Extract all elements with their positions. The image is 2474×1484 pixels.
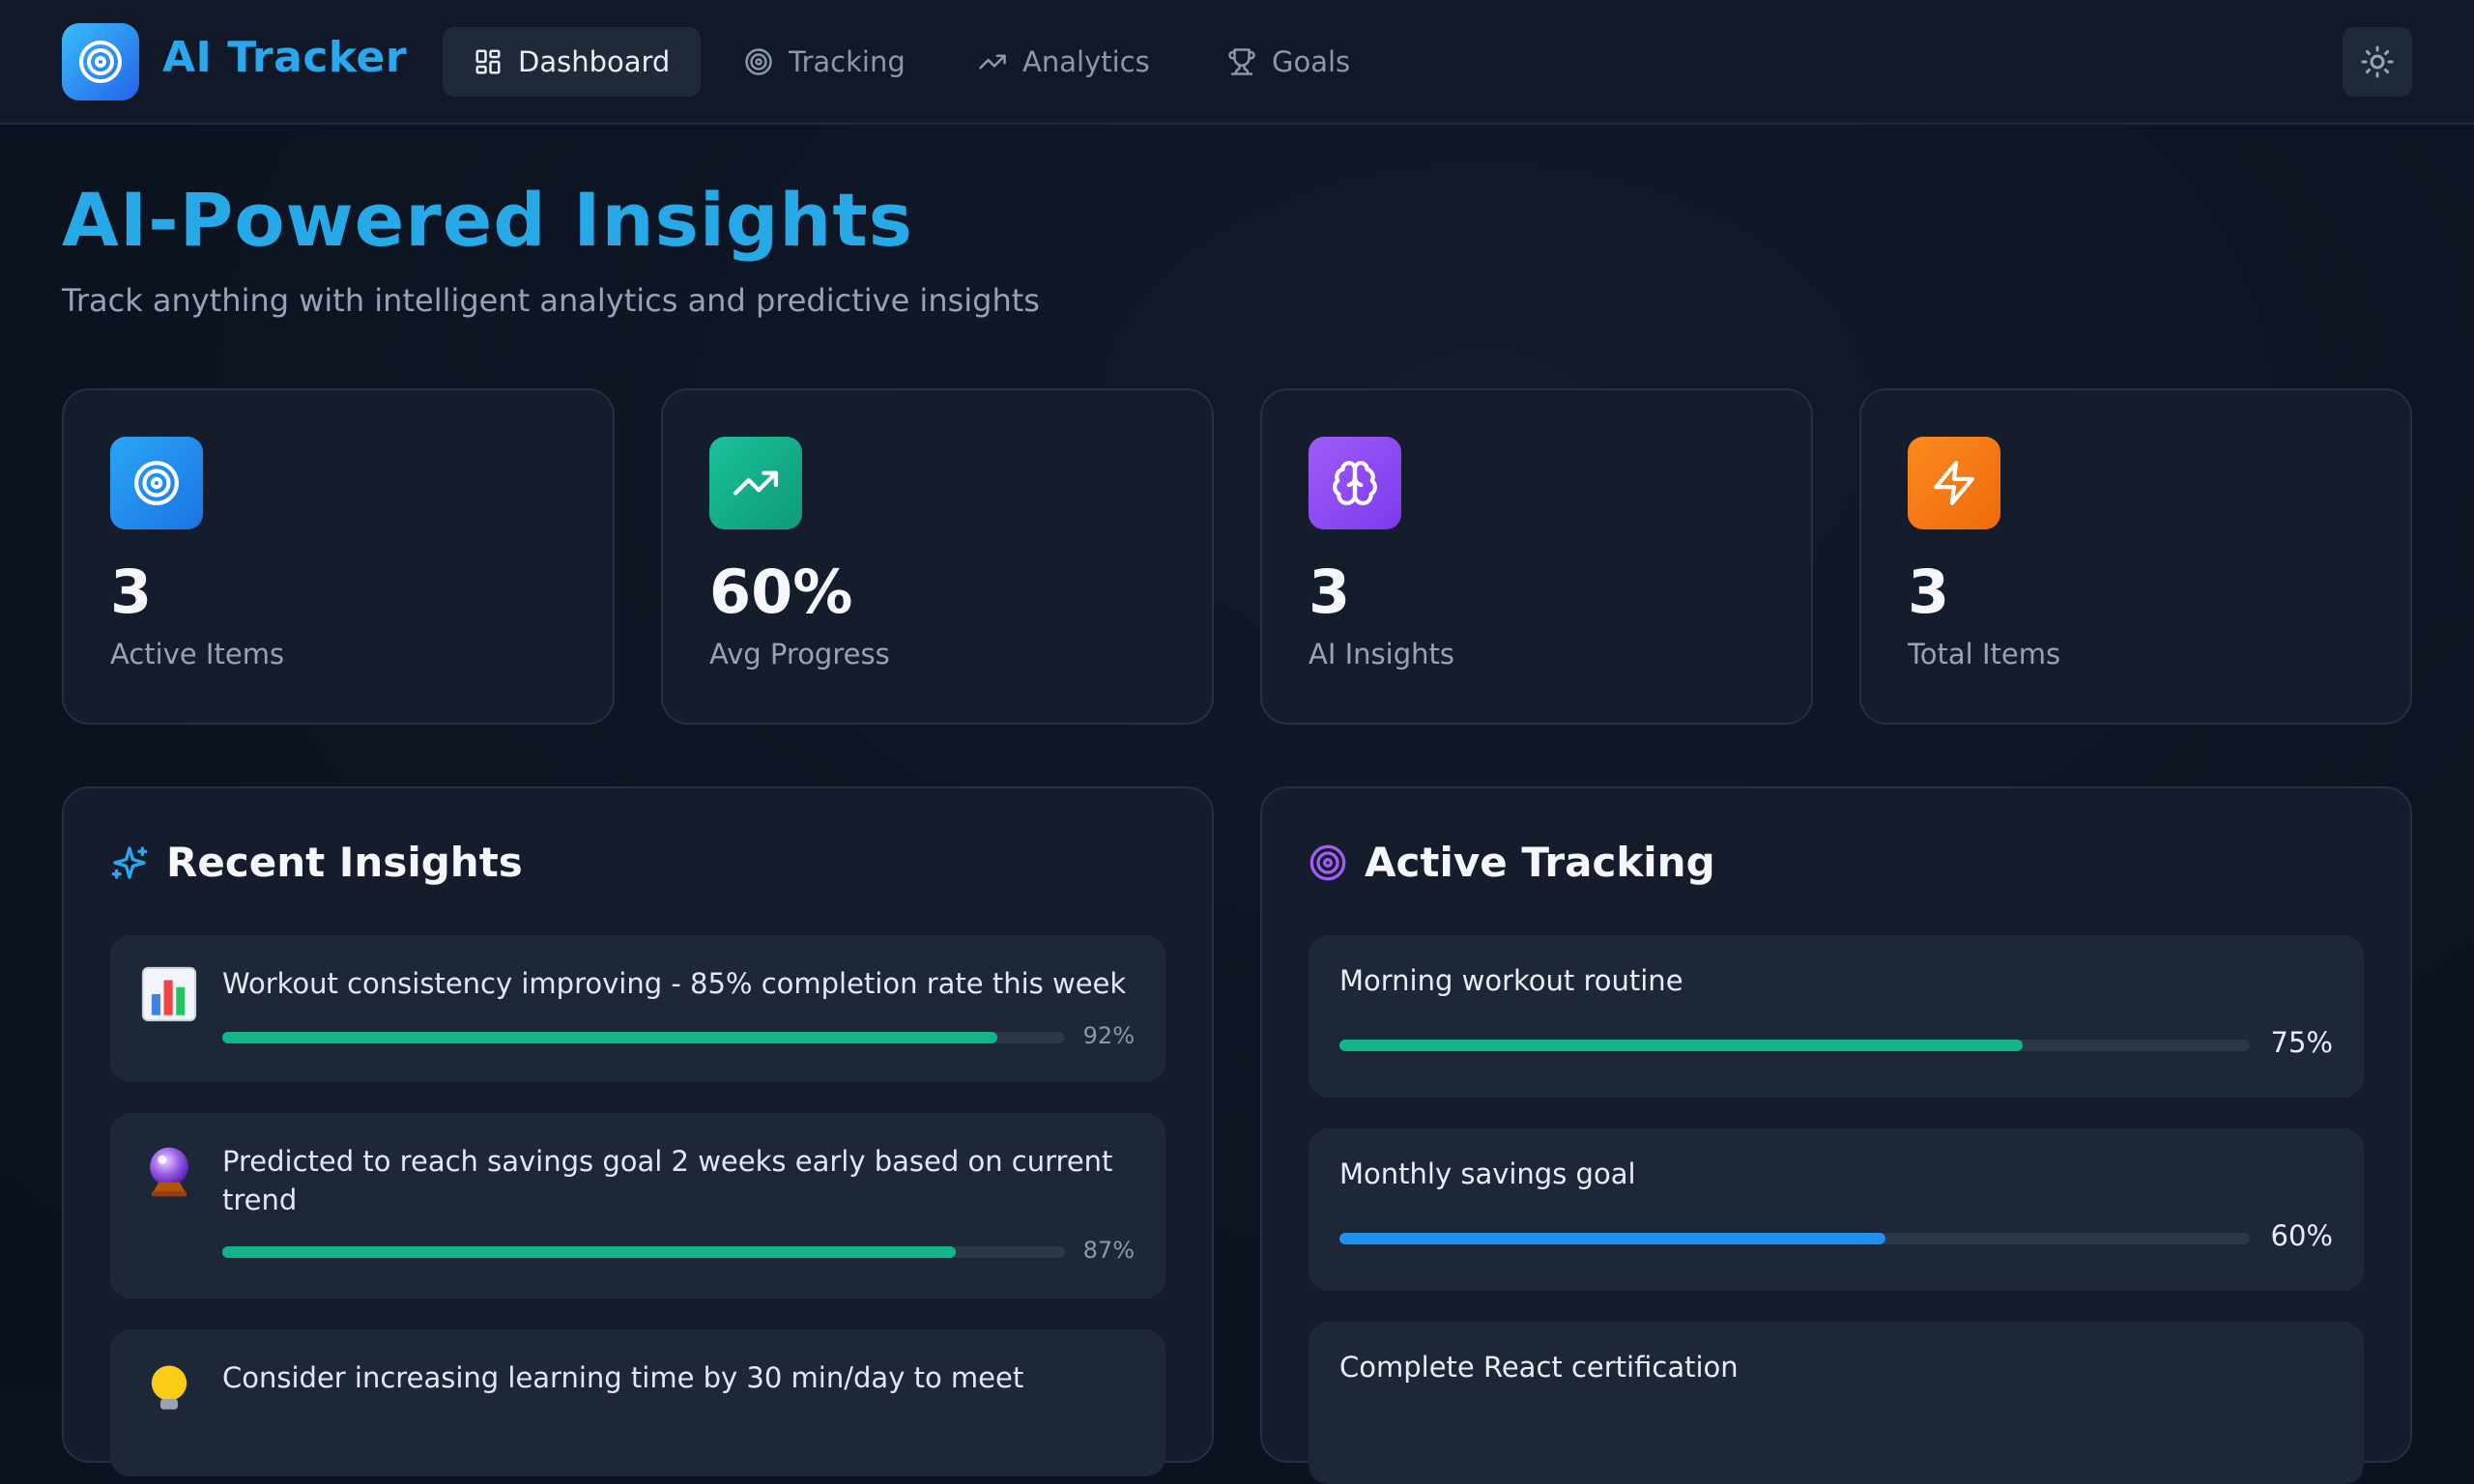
confidence-bar-fill: [222, 1246, 956, 1258]
app-logo[interactable]: [62, 23, 139, 100]
lightning-icon: [1934, 461, 1974, 505]
nav-analytics-label: Analytics: [1022, 45, 1150, 78]
stat-label: Avg Progress: [709, 638, 890, 671]
confidence-bar: [222, 1246, 1065, 1258]
target-icon: [1309, 844, 1346, 880]
sun-icon: [2361, 45, 2394, 78]
theme-toggle-button[interactable]: [2343, 27, 2412, 97]
stat-icon-box: [1309, 437, 1401, 529]
panel-header: Recent Insights: [110, 839, 523, 886]
grid-icon: [475, 49, 501, 74]
progress-value: 60%: [2270, 1219, 2333, 1252]
target-icon: [79, 41, 122, 83]
panel-header: Active Tracking: [1309, 839, 1715, 886]
stat-label: Active Items: [110, 638, 285, 671]
trophy-icon: [1228, 48, 1255, 75]
insight-text: Workout consistency improving - 85% comp…: [222, 967, 1127, 1000]
brain-icon: [1333, 461, 1377, 505]
page-title: AI-Powered Insights: [62, 177, 913, 263]
tracking-item[interactable]: Monthly savings goal 60%: [1309, 1128, 2364, 1291]
stat-icon-box: [709, 437, 802, 529]
bar-chart-emoji: [141, 966, 197, 1022]
confidence-bar-fill: [222, 1032, 998, 1043]
progress-value: 75%: [2270, 1026, 2333, 1059]
nav-goals-label: Goals: [1272, 45, 1351, 78]
nav-dashboard-label: Dashboard: [518, 45, 671, 78]
stat-card-active-items: 3 Active Items: [62, 388, 615, 725]
stat-value: 3: [1309, 556, 1351, 627]
nav-analytics[interactable]: Analytics: [947, 27, 1181, 97]
insight-text: Consider increasing learning time by 30 …: [222, 1361, 1024, 1394]
active-tracking-panel: Active Tracking Morning workout routine …: [1260, 786, 2412, 1484]
stat-icon-box: [110, 437, 203, 529]
confidence-value: 87%: [1082, 1237, 1135, 1264]
tracking-item[interactable]: Morning workout routine 75%: [1309, 935, 2364, 1098]
stat-label: AI Insights: [1309, 638, 1454, 671]
app-title[interactable]: AI Tracker: [162, 33, 408, 82]
stat-value: 3: [1908, 556, 1950, 627]
nav-tracking-label: Tracking: [789, 45, 906, 78]
nav-tracking[interactable]: Tracking: [713, 27, 936, 97]
progress-bar-fill: [1339, 1040, 2023, 1051]
stat-card-total-items: 3 Total Items: [1859, 388, 2412, 725]
tracking-item[interactable]: Complete React certification: [1309, 1322, 2364, 1484]
lightbulb-emoji: [151, 1365, 187, 1410]
nav-dashboard[interactable]: Dashboard: [443, 27, 702, 97]
panel-title: Recent Insights: [166, 839, 523, 886]
stat-card-avg-progress: 60% Avg Progress: [661, 388, 1214, 725]
sparkles-icon: [111, 845, 148, 879]
tracking-item-name: Morning workout routine: [1339, 964, 1683, 997]
top-nav-bar: AI Tracker Dashboard Tracking Analytics …: [0, 0, 2474, 125]
insight-card[interactable]: Predicted to reach savings goal 2 weeks …: [110, 1113, 1165, 1298]
tracking-item-name: Complete React certification: [1339, 1351, 1739, 1384]
progress-bar-fill: [1339, 1233, 1886, 1244]
stat-value: 60%: [709, 556, 853, 627]
stat-card-ai-insights: 3 AI Insights: [1260, 388, 1813, 725]
insight-text: Predicted to reach savings goal 2 weeks …: [222, 1145, 1113, 1216]
stat-icon-box: [1908, 437, 2000, 529]
progress-bar: [1339, 1233, 2250, 1244]
confidence-value: 92%: [1082, 1022, 1135, 1049]
trending-up-icon: [734, 471, 778, 496]
confidence-bar: [222, 1032, 1065, 1043]
crystal-ball-emoji: [150, 1147, 188, 1197]
page-subtitle: Track anything with intelligent analytic…: [62, 282, 1040, 319]
nav-goals[interactable]: Goals: [1196, 27, 1381, 97]
progress-bar: [1339, 1040, 2250, 1051]
stat-label: Total Items: [1908, 638, 2061, 671]
target-icon: [134, 461, 179, 505]
trending-up-icon: [979, 54, 1006, 70]
insight-card[interactable]: Workout consistency improving - 85% comp…: [110, 935, 1165, 1082]
target-icon: [745, 48, 772, 75]
insight-card[interactable]: Consider increasing learning time by 30 …: [110, 1329, 1165, 1476]
stat-value: 3: [110, 556, 153, 627]
tracking-item-name: Monthly savings goal: [1339, 1157, 1636, 1190]
recent-insights-panel: Recent Insights Workout consistency impr…: [62, 786, 1214, 1476]
panel-title: Active Tracking: [1365, 839, 1715, 886]
